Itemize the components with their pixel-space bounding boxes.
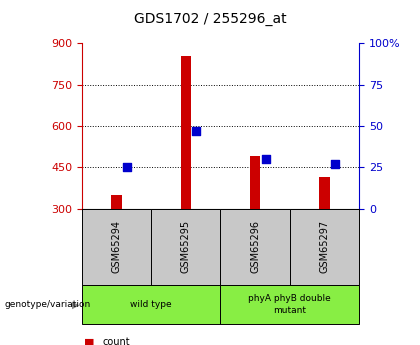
Point xyxy=(123,165,130,170)
Text: GSM65297: GSM65297 xyxy=(320,220,329,273)
Text: phyA phyB double
mutant: phyA phyB double mutant xyxy=(248,294,331,315)
Bar xyxy=(319,177,330,209)
Point xyxy=(193,128,199,134)
Bar xyxy=(111,195,122,209)
Point xyxy=(262,156,269,162)
Point xyxy=(331,161,338,167)
Text: wild type: wild type xyxy=(130,300,172,309)
Bar xyxy=(181,56,191,209)
Text: ■: ■ xyxy=(84,337,94,345)
Text: GSM65296: GSM65296 xyxy=(250,220,260,273)
Text: GDS1702 / 255296_at: GDS1702 / 255296_at xyxy=(134,12,286,26)
Bar xyxy=(250,156,260,209)
Text: GSM65294: GSM65294 xyxy=(112,220,121,273)
Text: ▶: ▶ xyxy=(72,299,80,309)
Text: count: count xyxy=(102,337,130,345)
Text: GSM65295: GSM65295 xyxy=(181,220,191,273)
Text: genotype/variation: genotype/variation xyxy=(4,300,90,309)
